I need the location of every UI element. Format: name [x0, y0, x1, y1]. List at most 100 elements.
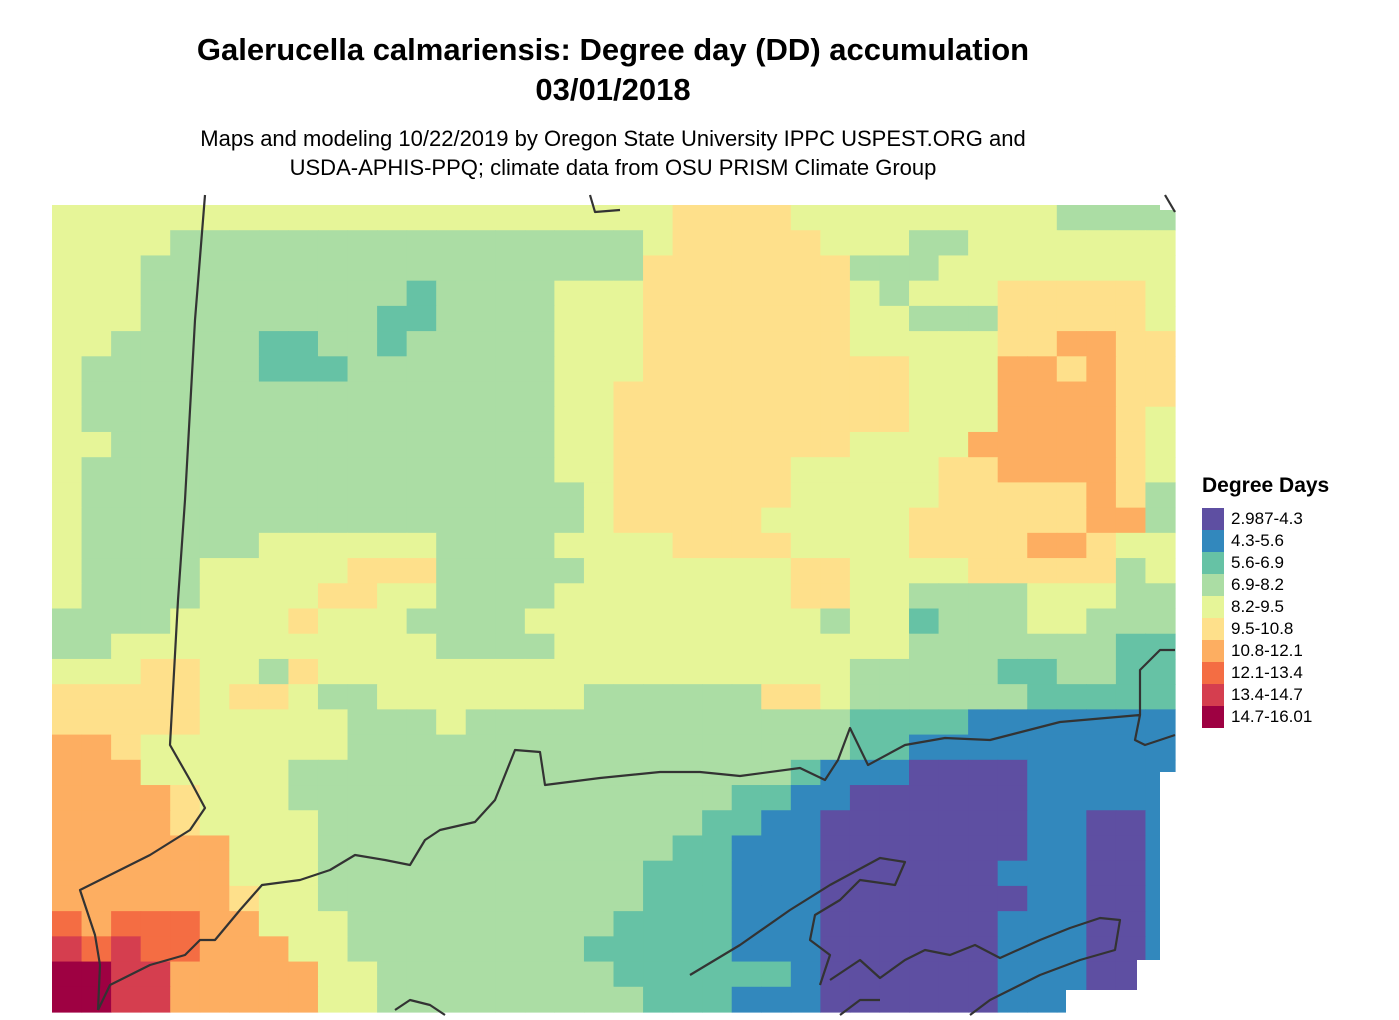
- raster-cell: [938, 835, 969, 862]
- raster-cell: [643, 331, 674, 357]
- raster-cell: [997, 457, 1028, 484]
- raster-cell: [1086, 356, 1117, 383]
- raster-cell: [761, 810, 792, 837]
- raster-cell: [1056, 860, 1087, 887]
- raster-cell: [790, 734, 821, 761]
- raster-cell: [849, 759, 881, 786]
- raster-cell: [465, 734, 496, 761]
- raster-cell: [111, 658, 142, 685]
- raster-cell: [909, 986, 940, 1013]
- raster-cell: [672, 205, 703, 231]
- raster-cell: [111, 911, 142, 937]
- raster-cell: [229, 280, 260, 307]
- raster-cell: [790, 658, 821, 685]
- raster-cell: [909, 406, 940, 433]
- raster-cell: [968, 507, 999, 534]
- raster-cell: [879, 684, 910, 710]
- raster-cell: [1056, 305, 1087, 332]
- raster-cell: [583, 608, 615, 635]
- raster-cell: [258, 532, 290, 559]
- raster-cell: [909, 230, 940, 257]
- raster-cell: [524, 356, 555, 383]
- raster-cell: [377, 406, 408, 433]
- raster-cell: [820, 684, 851, 710]
- raster-cell: [879, 785, 910, 811]
- raster-cell: [140, 457, 171, 484]
- raster-cell: [495, 961, 526, 988]
- raster-cell: [347, 331, 378, 357]
- raster-cell: [761, 305, 792, 332]
- raster-cell: [672, 583, 703, 610]
- raster-cell: [997, 558, 1028, 584]
- raster-cell: [938, 810, 969, 837]
- raster-cell: [997, 759, 1028, 786]
- raster-cell: [524, 885, 555, 912]
- raster-cell: [288, 709, 319, 736]
- raster-cell: [140, 507, 171, 534]
- raster-cell: [436, 280, 467, 307]
- raster-cell: [731, 230, 762, 257]
- raster-cell: [938, 986, 969, 1013]
- raster-cell: [1027, 684, 1058, 710]
- raster-cell: [938, 482, 969, 509]
- raster-cell: [317, 280, 349, 307]
- raster-cell: [465, 885, 496, 912]
- raster-cell: [1115, 810, 1147, 837]
- raster-cell: [849, 558, 881, 584]
- raster-cell: [731, 280, 762, 307]
- raster-cell: [554, 785, 585, 811]
- raster-cell: [377, 608, 408, 635]
- raster-cell: [583, 205, 615, 231]
- raster-cell: [436, 507, 467, 534]
- raster-cell: [465, 255, 496, 282]
- legend-label: 2.987-4.3: [1231, 509, 1303, 528]
- raster-cell: [1027, 734, 1058, 761]
- raster-cell: [1056, 457, 1087, 484]
- raster-cell: [81, 633, 112, 660]
- raster-cell: [436, 810, 467, 837]
- raster-cell: [406, 608, 437, 635]
- raster-cell: [347, 810, 378, 837]
- raster-cell: [377, 431, 408, 458]
- raster-cell: [849, 230, 881, 257]
- raster-cell: [111, 986, 142, 1013]
- raster-cell: [199, 558, 230, 584]
- raster-cell: [317, 709, 349, 736]
- raster-cell: [820, 608, 851, 635]
- raster-cell: [1086, 255, 1117, 282]
- raster-cell: [1086, 482, 1117, 509]
- raster-cell: [111, 684, 142, 710]
- raster-cell: [81, 406, 112, 433]
- raster-cell: [909, 709, 940, 736]
- raster-cell: [583, 255, 615, 282]
- raster-cell: [909, 532, 940, 559]
- raster-cell: [761, 608, 792, 635]
- raster-cell: [583, 885, 615, 912]
- raster-cell: [347, 230, 378, 257]
- raster-cell: [909, 633, 940, 660]
- raster-cell: [761, 381, 792, 408]
- raster-cell: [377, 507, 408, 534]
- raster-cell: [968, 633, 999, 660]
- raster-cell: [731, 608, 762, 635]
- raster-cell: [643, 785, 674, 811]
- raster-cell: [761, 331, 792, 357]
- raster-cell: [377, 911, 408, 937]
- raster-cell: [465, 684, 496, 710]
- raster-cell: [761, 785, 792, 811]
- raster-cell: [938, 709, 969, 736]
- raster-cell: [879, 633, 910, 660]
- raster-cell: [1027, 810, 1058, 837]
- raster-cell: [761, 961, 792, 988]
- raster-cell: [643, 936, 674, 963]
- raster-cell: [465, 381, 496, 408]
- raster-cell: [820, 961, 851, 988]
- raster-cell: [938, 885, 969, 912]
- river-boundary-line: [689, 856, 907, 986]
- raster-cell: [672, 810, 703, 837]
- raster-cell: [702, 255, 733, 282]
- raster-cell: [111, 230, 142, 257]
- raster-cell: [377, 230, 408, 257]
- raster-cell: [909, 734, 940, 761]
- raster-cell: [436, 431, 467, 458]
